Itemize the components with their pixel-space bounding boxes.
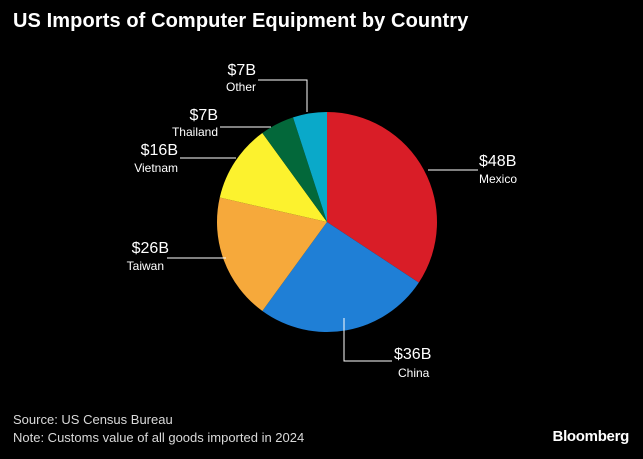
pie-slice-other	[293, 111, 327, 222]
value-label-thailand: $7B	[190, 107, 218, 124]
pie-slice-mexico	[327, 112, 437, 283]
category-label-mexico: Mexico	[479, 172, 517, 186]
chart-title: US Imports of Computer Equipment by Coun…	[13, 10, 469, 32]
leader-line-china	[343, 318, 392, 362]
value-label-china: $36B	[394, 346, 431, 363]
category-label-china: China	[398, 366, 430, 380]
source-note: Source: US Census Bureau	[13, 412, 173, 427]
pie-slice-china	[262, 222, 419, 332]
value-label-mexico: $48B	[479, 153, 516, 170]
bloomberg-logo: Bloomberg	[552, 428, 630, 445]
pie-slice-taiwan	[217, 197, 327, 311]
footnote: Note: Customs value of all goods importe…	[13, 430, 305, 445]
category-label-thailand: Thailand	[172, 125, 218, 139]
category-label-vietnam: Vietnam	[134, 161, 178, 175]
value-label-vietnam: $16B	[141, 142, 178, 159]
value-label-other: $7B	[228, 62, 256, 79]
category-label-taiwan: Taiwan	[127, 259, 164, 273]
value-label-taiwan: $26B	[132, 240, 169, 257]
category-label-other: Other	[226, 80, 256, 94]
leader-line-other	[258, 79, 308, 112]
pie-slice-thailand	[262, 117, 327, 222]
pie-slice-vietnam	[219, 133, 327, 222]
